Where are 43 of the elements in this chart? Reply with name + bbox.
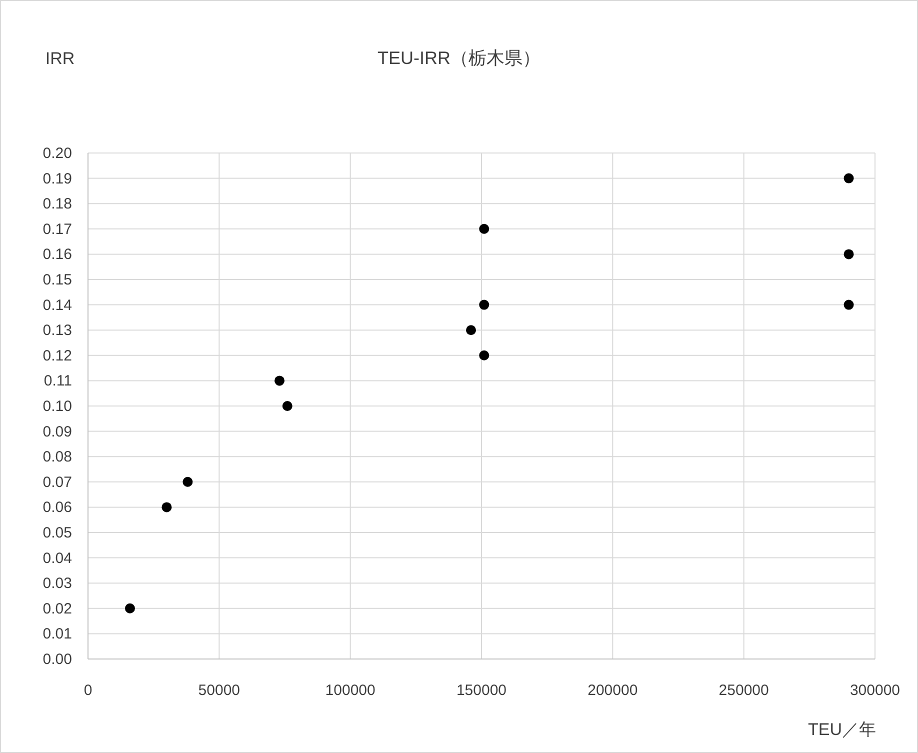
y-tick-label: 0.10 [42,398,72,415]
y-tick-label: 0.20 [42,145,72,162]
y-tick-label: 0.04 [42,550,72,567]
y-tick-label: 0.02 [42,600,72,618]
y-tick-label: 0.11 [44,372,72,390]
x-tick-label: 250000 [718,682,769,699]
point [124,603,135,614]
y-tick-label: 0.15 [42,272,72,288]
x-tick-label: 300000 [850,682,900,699]
x-tick-label: 0 [84,682,92,699]
y-tick-label: 0.00 [42,651,72,668]
y-tick-label: 0.14 [42,296,72,314]
point [182,476,193,487]
y-tick-label: 0.19 [42,170,72,188]
x-axis-title: TEU／年 [808,720,876,739]
y-tick-label: 0.16 [42,246,72,264]
chart-title: TEU-IRR（栃木県） [378,48,540,68]
point [479,224,490,234]
point [844,173,854,184]
x-tick-label: 100000 [325,682,376,699]
point [274,376,285,386]
y-axis-title: IRR [45,49,75,68]
y-tick-label: 0.12 [42,347,72,364]
y-tick-label: 0.05 [42,524,72,542]
y-tick-label: 0.13 [42,322,72,340]
y-tick-label: 0.03 [42,575,72,592]
y-tick-label: 0.07 [42,474,72,491]
x-tick-label: 150000 [456,682,507,699]
y-tick-label: 0.18 [42,196,72,213]
x-tick-label: 50000 [198,682,240,699]
y-tick-label: 0.06 [42,499,72,516]
y-tick-label: 0.01 [42,626,72,643]
y-tick-label: 0.17 [42,220,72,238]
point [282,401,292,411]
y-tick-label: 0.08 [42,448,72,466]
point [844,249,854,260]
point [479,300,490,310]
x-tick-label: 200000 [588,682,638,699]
point [844,300,854,310]
point [479,350,490,360]
point [466,325,476,336]
y-tick-label: 0.09 [42,423,72,440]
point [162,502,172,512]
